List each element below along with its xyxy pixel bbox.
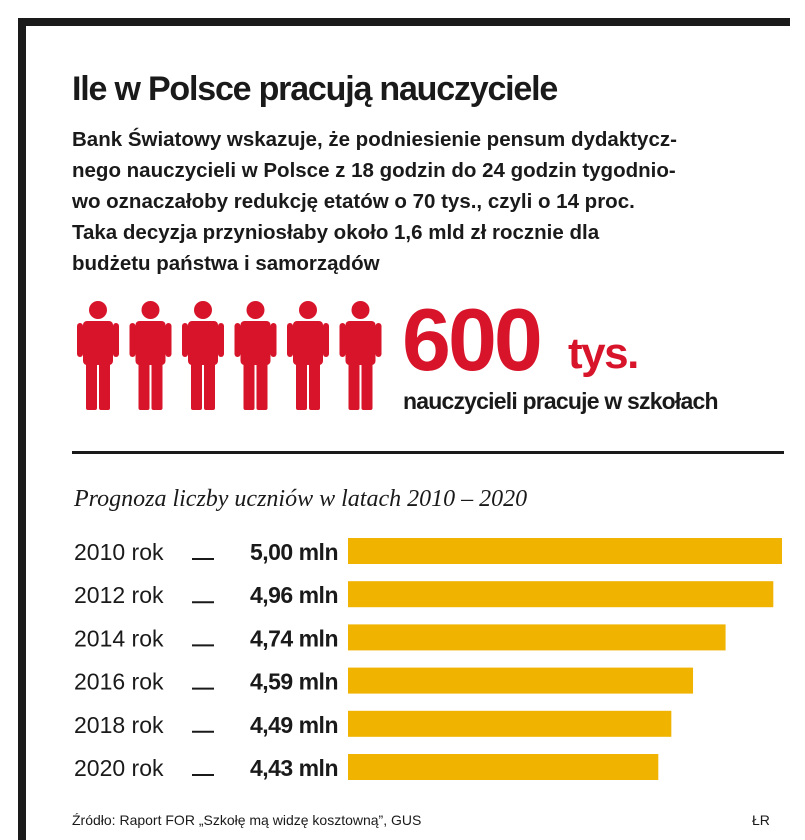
teacher-count-caption: nauczycieli pracuje w szkołach	[403, 388, 719, 414]
frame-left-rule	[18, 18, 26, 840]
person-icon	[234, 301, 277, 410]
bar-row: 2012 rok 4,96 mln	[74, 581, 774, 608]
bar	[348, 667, 694, 694]
bar-row: 2016 rok 4,59 mln	[74, 667, 694, 695]
teacher-count-unit: tys.	[568, 329, 639, 378]
chart-title: Prognoza liczby uczniów w latach 2010 – …	[74, 486, 528, 512]
value-label: 4,49 mln	[250, 712, 338, 738]
bar	[348, 710, 672, 737]
category-label: 2016 rok	[74, 669, 164, 695]
lead-line: budżetu państwa i samorządów	[72, 252, 380, 275]
page-title: Ile w Polsce pracują nauczyciele	[72, 70, 558, 108]
value-label: 4,43 mln	[250, 755, 338, 781]
bar	[348, 581, 774, 608]
value-label: 4,96 mln	[250, 582, 338, 608]
person-icon	[77, 301, 119, 410]
bar	[348, 754, 659, 780]
person-icon	[287, 301, 329, 410]
bar	[348, 624, 726, 651]
bar-row: 2020 rok 4,43 mln	[74, 754, 659, 781]
category-label: 2014 rok	[74, 625, 164, 651]
person-icon	[129, 301, 172, 410]
category-label: 2012 rok	[74, 582, 164, 608]
teacher-figures	[77, 301, 382, 410]
source-note: Źródło: Raport FOR „Szkołę mą widzę kosz…	[72, 812, 422, 828]
bar	[348, 538, 782, 564]
bar-row: 2014 rok 4,74 mln	[74, 624, 726, 651]
bar-row: 2010 rok 5,00 mln	[74, 538, 782, 565]
category-label: 2010 rok	[74, 539, 164, 565]
category-label: 2020 rok	[74, 755, 164, 781]
lead-line: Bank Światowy wskazuje, że podniesienie …	[72, 128, 677, 151]
value-label: 4,59 mln	[250, 669, 338, 695]
person-icon	[339, 301, 382, 410]
lead-line: Taka decyzja przyniosłaby około 1,6 mld …	[72, 221, 600, 244]
frame-top-rule	[18, 18, 790, 26]
category-label: 2018 rok	[74, 712, 164, 738]
value-label: 4,74 mln	[250, 625, 338, 651]
person-icon	[182, 301, 224, 410]
lead-line: nego nauczycieli w Polsce z 18 godzin do…	[72, 159, 676, 182]
teacher-count-number: 600	[402, 290, 543, 389]
bar-row: 2018 rok 4,49 mln	[74, 710, 672, 738]
section-divider	[72, 451, 784, 454]
author-initials: ŁR	[752, 812, 770, 828]
lead-line: wo oznaczałoby redukcję etatów o 70 tys.…	[72, 190, 635, 213]
lead-paragraph: Bank Światowy wskazuje, że podniesienie …	[72, 124, 787, 279]
value-label: 5,00 mln	[250, 539, 338, 565]
